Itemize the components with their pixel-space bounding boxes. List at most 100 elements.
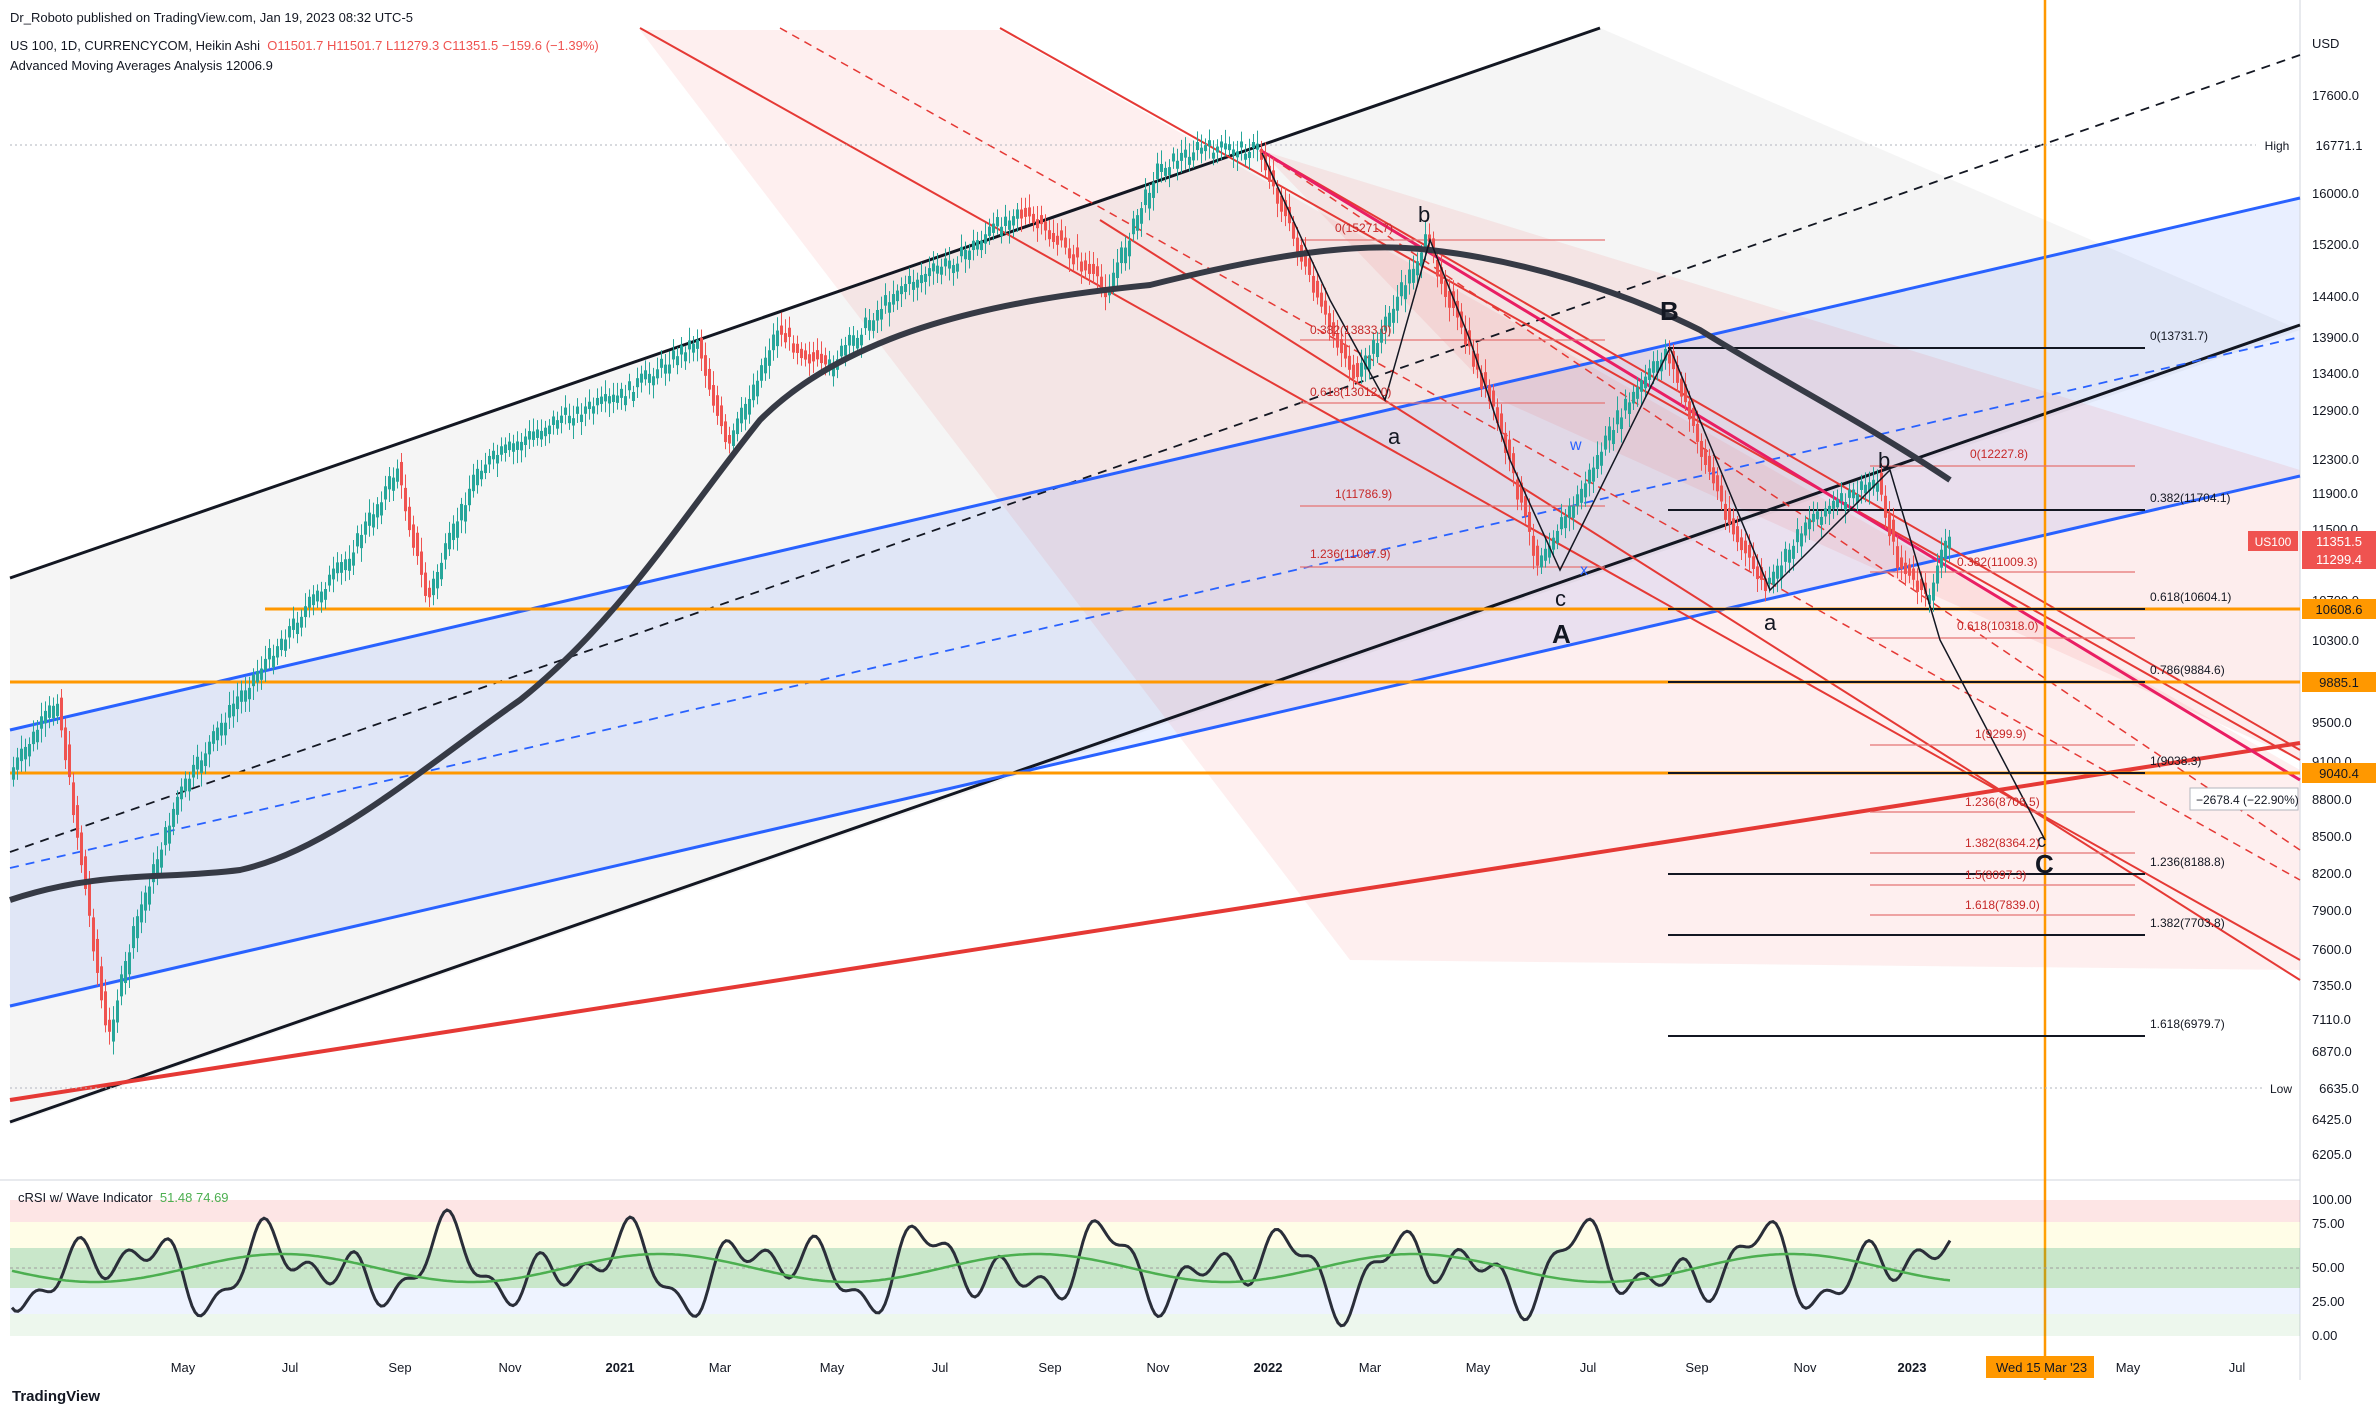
- price-label-tag-text: Low: [2270, 1082, 2292, 1096]
- candle-body: [1288, 206, 1291, 224]
- oscillator-pane: [10, 1200, 2300, 1336]
- candle-body: [1200, 147, 1203, 154]
- currency-label: USD: [2312, 36, 2339, 51]
- candle-body: [1740, 537, 1743, 551]
- candle-body: [896, 290, 899, 302]
- candle-body: [1096, 266, 1099, 277]
- candle-body: [1744, 540, 1747, 554]
- y-tick-label: 6205.0: [2312, 1147, 2352, 1162]
- candle-body: [580, 414, 583, 423]
- candle-body: [116, 1000, 119, 1023]
- candle-body: [1768, 577, 1771, 584]
- candle-body: [284, 639, 287, 651]
- candle-body: [1080, 261, 1083, 272]
- osc-tick-label: 25.00: [2312, 1294, 2345, 1309]
- candle-body: [1496, 407, 1499, 424]
- price-label-box: [2302, 672, 2376, 692]
- fib-level-label: 1.382(7703.8): [2150, 916, 2225, 930]
- candle-body: [1220, 141, 1223, 148]
- candle-body: [1748, 544, 1751, 558]
- candle-body: [244, 690, 247, 702]
- y-tick-label: 7350.0: [2312, 978, 2352, 993]
- candle-body: [1248, 151, 1251, 158]
- candle-body: [544, 427, 547, 437]
- candle-body: [256, 671, 259, 683]
- candle-body: [444, 543, 447, 560]
- candle-body: [1384, 316, 1387, 331]
- candle-body: [1760, 567, 1763, 580]
- candle-body: [236, 696, 239, 710]
- candle-body: [1060, 230, 1063, 241]
- symbol: US 100, 1D, CURRENCYCOM, Heikin Ashi: [10, 38, 260, 53]
- candle-body: [792, 343, 795, 353]
- candle-body: [1788, 549, 1791, 563]
- red-down-2: [779, 27, 2301, 881]
- candle-body: [1356, 363, 1359, 378]
- candle-body: [1520, 482, 1523, 503]
- fib-red-label: 1.382(8364.2): [1965, 836, 2040, 850]
- publisher-line: Dr_Roboto published on TradingView.com, …: [10, 10, 414, 25]
- candle-body: [1948, 536, 1951, 549]
- candle-body: [464, 505, 467, 522]
- candle-body: [1328, 313, 1331, 328]
- candle-body: [16, 757, 19, 770]
- red-long-trendline: [9, 741, 2301, 1102]
- candle-body: [892, 294, 895, 305]
- candle-body: [432, 578, 435, 596]
- wave-label-x: x: [1580, 562, 1588, 579]
- y-tick-label: 14400.0: [2312, 289, 2359, 304]
- candle-body: [348, 558, 351, 571]
- price-label-tag: [2248, 531, 2298, 551]
- candle-body: [540, 430, 543, 440]
- candle-body: [1572, 505, 1575, 518]
- candle-body: [92, 917, 95, 952]
- candle-body: [288, 626, 291, 638]
- candle-body: [1872, 479, 1875, 489]
- candle-body: [1708, 455, 1711, 472]
- candle-body: [56, 703, 59, 717]
- tradingview-logo: TradingView: [12, 1388, 101, 1405]
- candle-body: [1500, 413, 1503, 434]
- wave-label-A: A: [1552, 619, 1571, 649]
- candle-body: [168, 825, 171, 844]
- price-label-value: 6635.0: [2319, 1081, 2359, 1096]
- candle-body: [1568, 505, 1571, 518]
- candle-body: [740, 407, 743, 424]
- candle-body: [1704, 449, 1707, 466]
- candle-body: [1224, 143, 1227, 150]
- candle-body: [1592, 467, 1595, 482]
- candle-body: [800, 348, 803, 359]
- candle-body: [1700, 440, 1703, 457]
- y-tick-label: 10300.0: [2312, 633, 2359, 648]
- candle-body: [96, 938, 99, 973]
- wave-label-B: B: [1660, 296, 1679, 326]
- candle-body: [776, 330, 779, 347]
- candle-body: [1632, 391, 1635, 404]
- candle-body: [48, 705, 51, 718]
- candle-body: [380, 502, 383, 516]
- candle-body: [28, 744, 31, 757]
- x-tick-label: Jul: [932, 1360, 949, 1375]
- wave-label-c2: c: [2037, 831, 2046, 851]
- candle-body: [1316, 280, 1319, 298]
- candle-body: [1792, 545, 1795, 559]
- fib-red-label: 0.618(13012.0): [1310, 385, 1391, 399]
- indicator-line: Advanced Moving Averages Analysis 12006.…: [10, 58, 273, 73]
- x-tick-label: Jul: [2229, 1360, 2246, 1375]
- candle-body: [596, 397, 599, 406]
- candle-body: [1940, 549, 1943, 568]
- candle-body: [1612, 430, 1615, 445]
- candle-body: [1560, 517, 1563, 530]
- candle-body: [784, 333, 787, 343]
- fib-level-label: 0.382(11704.1): [2150, 491, 2231, 505]
- candle-body: [1400, 282, 1403, 297]
- candle-body: [636, 378, 639, 388]
- candle-body: [1544, 548, 1547, 561]
- candle-body: [796, 343, 799, 354]
- candle-body: [328, 574, 331, 586]
- candle-body: [748, 398, 751, 415]
- candle-body: [548, 425, 551, 435]
- candle-body: [1928, 594, 1931, 605]
- candle-body: [1880, 472, 1883, 495]
- y-tick-label: 12300.0: [2312, 452, 2359, 467]
